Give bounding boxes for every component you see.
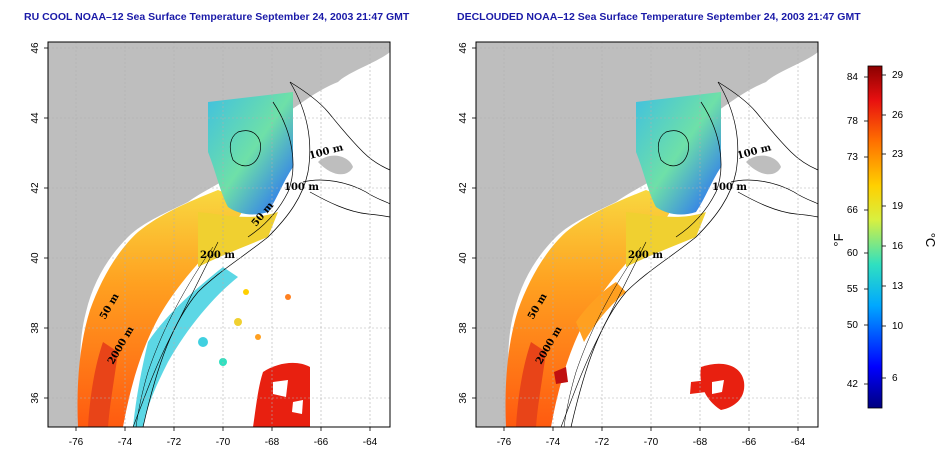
right-lat-tick-44: 44: [458, 112, 469, 124]
left-lon-tick-76: -76: [69, 437, 84, 448]
fahrenheit-tick-60: 60: [847, 248, 859, 259]
right-lon-tick-70: -70: [644, 437, 659, 448]
left-lon-tick-72: -72: [167, 437, 182, 448]
right-sst-map: 100 m 100 m 200 m 50 m 2000 m: [475, 41, 819, 428]
left-x-axis: -76 -74 -72 -70 -68 -66 -64: [69, 427, 378, 448]
right-map-frame: [475, 41, 819, 428]
celsius-tick-10: 10: [892, 321, 904, 332]
right-lon-tick-64: -64: [791, 437, 806, 448]
right-y-axis: 46 44 42 40 38 36: [458, 42, 476, 404]
celsius-tick-19: 19: [892, 201, 904, 212]
right-lon-tick-66: -66: [742, 437, 757, 448]
left-lon-tick-68: -68: [265, 437, 280, 448]
fahrenheit-tick-78: 78: [847, 116, 859, 127]
left-lon-tick-70: -70: [216, 437, 231, 448]
right-lat-tick-40: 40: [458, 252, 469, 264]
right-lat-tick-46: 46: [458, 42, 469, 54]
celsius-tick-23: 23: [892, 149, 904, 160]
left-lat-tick-44: 44: [30, 112, 41, 124]
celsius-tick-29: 29: [892, 70, 904, 81]
fahrenheit-tick-50: 50: [847, 320, 859, 331]
fahrenheit-unit-label: °F: [831, 233, 846, 246]
right-lat-tick-42: 42: [458, 182, 469, 194]
left-lat-tick-42: 42: [30, 182, 41, 194]
left-lat-tick-38: 38: [30, 322, 41, 334]
left-map-grid: [48, 42, 390, 427]
fahrenheit-tick-55: 55: [847, 284, 859, 295]
contour-label-200m: 200 m: [200, 250, 235, 261]
left-lon-tick-64: -64: [363, 437, 378, 448]
right-map-title: DECLOUDED NOAA–12 Sea Surface Temperatur…: [457, 11, 861, 23]
right-lon-tick-74: -74: [546, 437, 561, 448]
right-x-axis: -76 -74 -72 -70 -68 -66 -64: [497, 427, 806, 448]
right-lat-tick-36: 36: [458, 392, 469, 404]
contour-label-100m-b: 100 m: [712, 182, 747, 193]
fahrenheit-tick-42: 42: [847, 379, 859, 390]
left-lat-tick-46: 46: [30, 42, 41, 54]
colorbar-gradient: [867, 65, 883, 409]
right-lon-tick-76: -76: [497, 437, 512, 448]
left-lat-tick-36: 36: [30, 392, 41, 404]
right-lat-tick-38: 38: [458, 322, 469, 334]
celsius-tick-6: 6: [892, 373, 898, 384]
right-map-grid: [476, 42, 818, 427]
sst-colorbar: 84 78 73 66 60 55 50 42 29 26 23 19 16 1…: [831, 65, 938, 409]
left-y-axis: 46 44 42 40 38 36: [30, 42, 48, 404]
celsius-tick-13: 13: [892, 281, 904, 292]
left-lon-tick-66: -66: [314, 437, 329, 448]
left-map-title: RU COOL NOAA–12 Sea Surface Temperature …: [24, 11, 410, 23]
contour-label-200m: 200 m: [628, 250, 663, 261]
fahrenheit-tick-84: 84: [847, 72, 859, 83]
celsius-tick-16: 16: [892, 241, 904, 252]
left-lat-tick-40: 40: [30, 252, 41, 264]
left-sst-map: 100 m 100 m 50 m 200 m 50 m 2000 m: [47, 41, 391, 428]
right-lon-tick-72: -72: [595, 437, 610, 448]
contour-label-100m-b: 100 m: [284, 182, 319, 193]
fahrenheit-tick-73: 73: [847, 152, 859, 163]
left-map-frame: [47, 41, 391, 428]
celsius-tick-26: 26: [892, 110, 904, 121]
left-lon-tick-74: -74: [118, 437, 133, 448]
celsius-unit-label: °C: [923, 233, 938, 248]
right-lon-tick-68: -68: [693, 437, 708, 448]
fahrenheit-tick-66: 66: [847, 205, 859, 216]
